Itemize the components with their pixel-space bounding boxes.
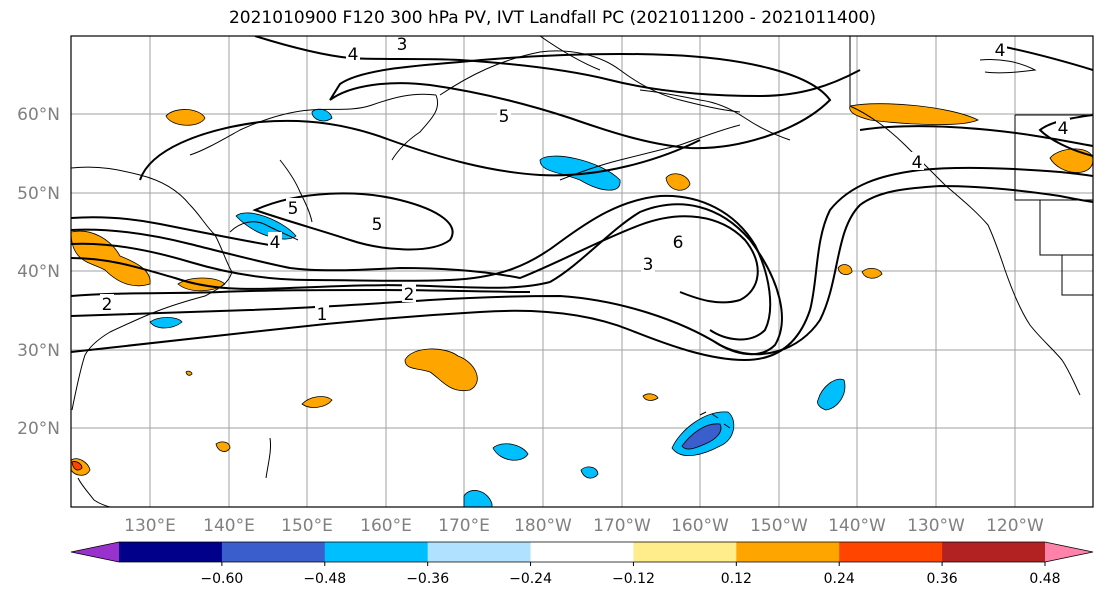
- pv-contours: [71, 36, 1093, 362]
- lat-label: 30°N: [17, 341, 60, 361]
- colorbar-swatch: [736, 542, 840, 562]
- colorbar-tick-label: 0.36: [927, 571, 958, 587]
- contour-label: 3: [643, 255, 654, 275]
- contour-label: 6: [673, 233, 684, 253]
- colorbar-swatch: [942, 542, 1046, 562]
- colorbar-tick-label: 0.48: [1029, 571, 1060, 587]
- colorbar-tick-label: 0.24: [824, 571, 855, 587]
- colorbar-swatch: [324, 542, 429, 562]
- lon-label: 130°W: [907, 516, 965, 536]
- lat-label: 40°N: [17, 262, 60, 282]
- contour-label: 3: [397, 35, 408, 55]
- colorbar-tick-label: 0.12: [721, 571, 752, 587]
- contour-label: 2: [102, 295, 113, 315]
- longitude-labels: 130°E 140°E 150°E 160°E 170°E 180°W 170°…: [124, 516, 1044, 536]
- contour-label: 5: [372, 215, 383, 235]
- colorbar-tick-label: −0.60: [200, 571, 243, 587]
- contour-label: 4: [348, 45, 359, 65]
- map-frame: [70, 35, 1094, 508]
- colorbar-swatch: [839, 542, 943, 562]
- contour-label: 1: [317, 305, 328, 325]
- contour-label: 4: [995, 41, 1006, 61]
- colorbar-swatch: [530, 542, 634, 562]
- colorbar-tick-label: −0.48: [303, 571, 346, 587]
- lat-label: 60°N: [17, 105, 60, 125]
- lon-label: 160°W: [671, 516, 729, 536]
- lon-label: 150°W: [750, 516, 808, 536]
- contour-label: 5: [288, 199, 299, 219]
- contour-label: 2: [404, 285, 415, 305]
- contour-label: 4: [1058, 119, 1069, 139]
- colorbar-outline: [70, 541, 1094, 563]
- lon-label: 140°W: [828, 516, 886, 536]
- lon-label: 120°W: [986, 516, 1044, 536]
- lon-label: 150°E: [281, 516, 333, 536]
- contour-labels: 4 3 5 5 5 4 2 1 2 3 6 4 4 4: [100, 35, 1070, 325]
- colorbar-tick-label: −0.24: [509, 571, 552, 587]
- lat-label: 20°N: [17, 419, 60, 439]
- contour-label: 5: [499, 107, 510, 127]
- colorbar-swatch: [633, 542, 737, 562]
- map-title: 2021010900 F120 300 hPa PV, IVT Landfall…: [228, 8, 876, 28]
- colorbar-swatch: [119, 542, 223, 562]
- lat-label: 50°N: [17, 184, 60, 204]
- colorbar-tick-label: −0.36: [406, 571, 449, 587]
- colorbar-extension-low: [71, 542, 119, 562]
- lon-label: 170°E: [438, 516, 490, 536]
- lon-label: 130°E: [124, 516, 176, 536]
- colorbar-tick-labels: −0.60 −0.48 −0.36 −0.24 −0.12 0.12 0.24 0.36 0.4…: [200, 562, 1061, 587]
- lon-label: 140°E: [203, 516, 255, 536]
- colorbar: [70, 541, 1094, 563]
- lon-label: 160°E: [360, 516, 412, 536]
- colorbar-extension-high: [1045, 542, 1093, 562]
- colorbar-swatch: [221, 542, 326, 562]
- contour-label: 4: [912, 153, 923, 173]
- colorbar-tick-label: −0.12: [612, 571, 655, 587]
- contour-label: 4: [270, 233, 281, 253]
- latitude-labels: 60°N 50°N 40°N 30°N 20°N: [17, 105, 60, 439]
- colorbar-swatch: [427, 542, 532, 562]
- lon-label: 170°W: [593, 516, 651, 536]
- lon-label: 180°W: [514, 516, 572, 536]
